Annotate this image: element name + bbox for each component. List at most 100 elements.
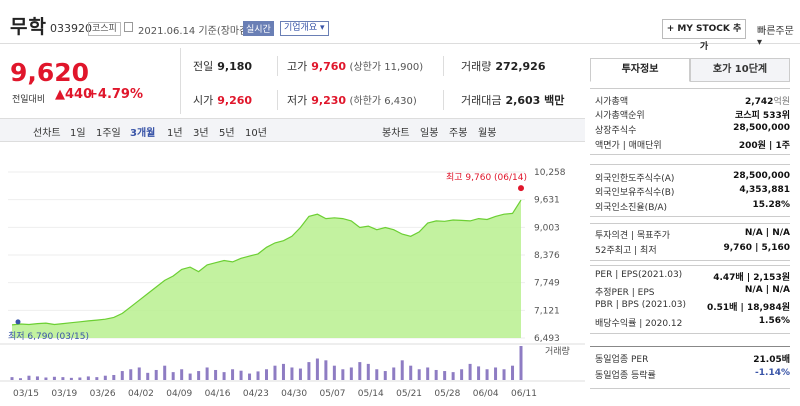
info-key: 동일업종 등락률 (595, 371, 656, 381)
volume-bar (349, 367, 353, 380)
info-value: 28,500,000 (733, 171, 790, 181)
prev-close: 전일 9,180 (193, 58, 252, 74)
volume-bar (332, 365, 336, 380)
volume-bar (315, 358, 319, 380)
info-value: 2,742억원 (744, 97, 790, 107)
price-line (11, 199, 522, 326)
volume-bar (112, 374, 116, 380)
tab-investment-info[interactable]: 투자정보 (590, 58, 690, 82)
volume-bar (511, 365, 515, 380)
x-tick-label: 04/02 (128, 389, 154, 399)
volume-bar (146, 372, 150, 380)
x-tick-label: 06/11 (511, 389, 537, 399)
quick-order-label: 빠른주문 (757, 26, 794, 37)
volume-bar (137, 367, 141, 380)
volume-bar (69, 377, 73, 380)
tab-monthly[interactable]: 월봉 (478, 128, 497, 139)
volume-bar (451, 372, 455, 380)
info-row: 투자의견 | 목표주가 N/A | N/A (595, 228, 790, 243)
volume-bar (290, 367, 294, 380)
x-tick-label: 05/14 (358, 389, 384, 399)
x-tick-label: 04/30 (281, 389, 307, 399)
tab-10y[interactable]: 10년 (245, 128, 267, 139)
info-value: 21.05배 (753, 355, 790, 365)
y-tick-label: 8,376 (534, 251, 560, 261)
volume-bar (180, 369, 184, 380)
tab-1y[interactable]: 1년 (167, 128, 183, 139)
x-tick-label: 03/26 (90, 389, 116, 399)
open-value: 9,260 (217, 94, 253, 107)
min-point (15, 319, 21, 325)
max-price-label: 최고 9,760 (06/14) (446, 172, 527, 183)
volume-bar (214, 369, 218, 380)
info-key: 시가총액 (595, 97, 629, 107)
volume-bar (392, 367, 396, 380)
tab-3m[interactable]: 3개월 (130, 128, 156, 139)
price-area (12, 200, 521, 338)
company-overview-label: 기업개요 (284, 23, 318, 33)
tab-1d[interactable]: 1일 (70, 128, 86, 139)
row-divider (590, 260, 790, 261)
calendar-icon (124, 22, 133, 32)
tab-1w[interactable]: 1주일 (96, 128, 121, 139)
info-key: PBR | BPS (2021.03) (595, 300, 687, 310)
info-row: 52주최고 | 최저 9,760 | 5,160 (595, 243, 790, 258)
row-divider (590, 154, 790, 155)
info-value: 0.51배 | 18,984원 (706, 303, 790, 313)
volume-bar (468, 363, 472, 380)
volume-bar (18, 378, 22, 380)
info-key: 상장주식수 (595, 126, 637, 136)
row-divider (590, 164, 790, 165)
tab-weekly[interactable]: 주봉 (449, 128, 468, 139)
volume-bar (120, 371, 124, 380)
info-row: PBR | BPS (2021.03) 0.51배 | 18,984원 (595, 300, 790, 315)
volume-bar (434, 369, 438, 380)
x-tick-label: 05/07 (319, 389, 345, 399)
trade-amount: 거래대금 2,603 백만 (461, 92, 564, 108)
realtime-button[interactable]: 실시간 (243, 21, 274, 36)
amount-value: 2,603 백만 (505, 94, 565, 107)
low-price: 저가 9,230 (하한가 6,430) (287, 92, 417, 108)
chevron-down-icon: ▾ (757, 37, 763, 48)
tab-3y[interactable]: 3년 (193, 128, 209, 139)
quick-order-dropdown[interactable]: 빠른주문 ▾ (757, 22, 800, 48)
info-value: 9,760 | 5,160 (723, 243, 791, 253)
tab-5y[interactable]: 5년 (219, 128, 235, 139)
info-key: 동일업종 PER (595, 355, 649, 365)
volume-bar (52, 376, 56, 380)
info-row: 시가총액 2,742억원 (595, 94, 790, 109)
volume-bar (358, 362, 362, 380)
volume-bar (239, 370, 243, 380)
volume-bar (281, 363, 285, 380)
period-tabs: 선차트 1일 1주일 3개월 1년 3년 5년 10년 봉차트 일봉 주봉 월봉 (0, 118, 585, 142)
volume-bar (298, 368, 302, 380)
add-mystock-button[interactable]: + MY STOCK 추가 (662, 19, 746, 52)
line-chart-label: 선차트 (33, 128, 61, 139)
high-label: 고가 (287, 60, 308, 73)
max-point (518, 185, 524, 192)
volume-bar (61, 377, 65, 380)
volume-bar (307, 362, 311, 380)
volume-bar (341, 369, 345, 380)
row-divider (590, 223, 790, 224)
volume-bar (477, 366, 481, 380)
y-tick-label: 9,631 (534, 196, 560, 206)
volume-bar (35, 376, 39, 380)
company-overview-dropdown[interactable]: 기업개요 ▾ (280, 21, 329, 36)
tab-daily[interactable]: 일봉 (420, 128, 439, 139)
info-value: 4.47배 | 2,153원 (713, 273, 790, 283)
volume-bar (129, 369, 133, 380)
volume-bar (383, 371, 387, 380)
x-tick-label: 04/16 (205, 389, 231, 399)
price-chart[interactable]: 10,258 9,631 9,003 8,376 7,749 7,121 6,493 최고 9… (0, 148, 585, 406)
volume-bar (366, 363, 370, 380)
info-key: 52주최고 | 최저 (595, 246, 657, 256)
volume-bar (265, 369, 268, 380)
tab-order-book[interactable]: 호가 10단계 (690, 58, 790, 82)
volume-bar (86, 376, 90, 380)
info-value: 1.56% (758, 316, 790, 326)
volume-bar (44, 377, 48, 380)
volume-bar (460, 369, 464, 380)
price-change: ▲440 (55, 87, 93, 102)
volume-bar (205, 367, 209, 380)
